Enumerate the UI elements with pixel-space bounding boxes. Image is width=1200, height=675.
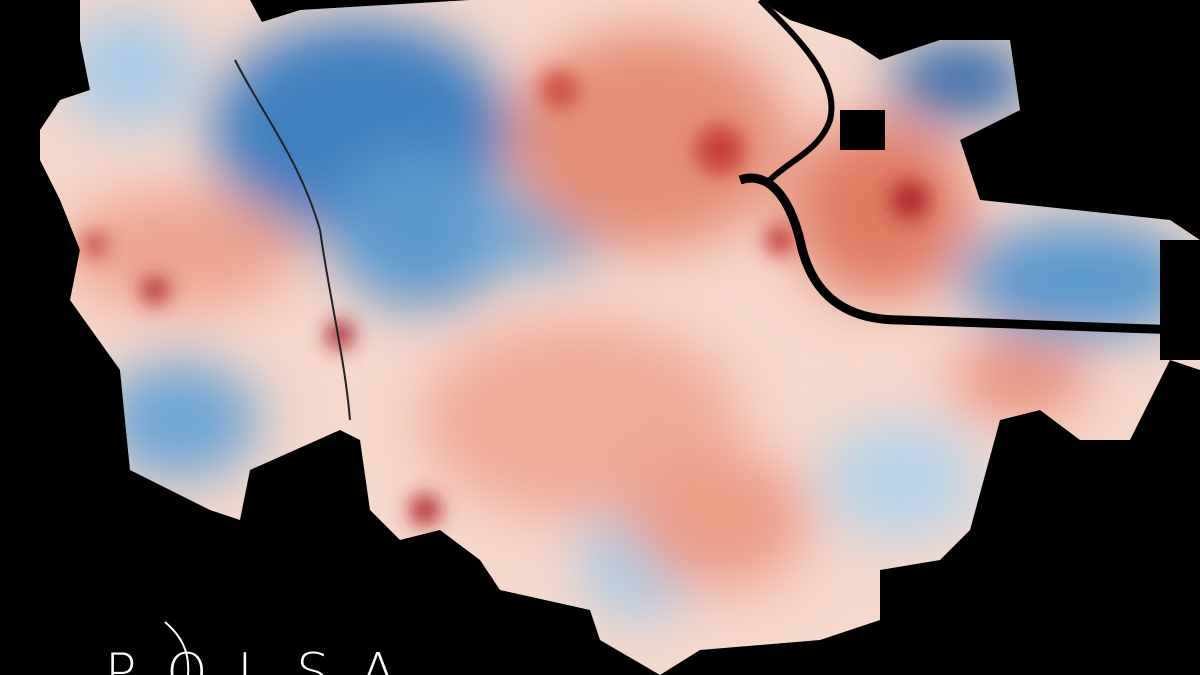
logo-swoosh	[164, 621, 190, 675]
logo-text: POLSA	[105, 643, 426, 675]
